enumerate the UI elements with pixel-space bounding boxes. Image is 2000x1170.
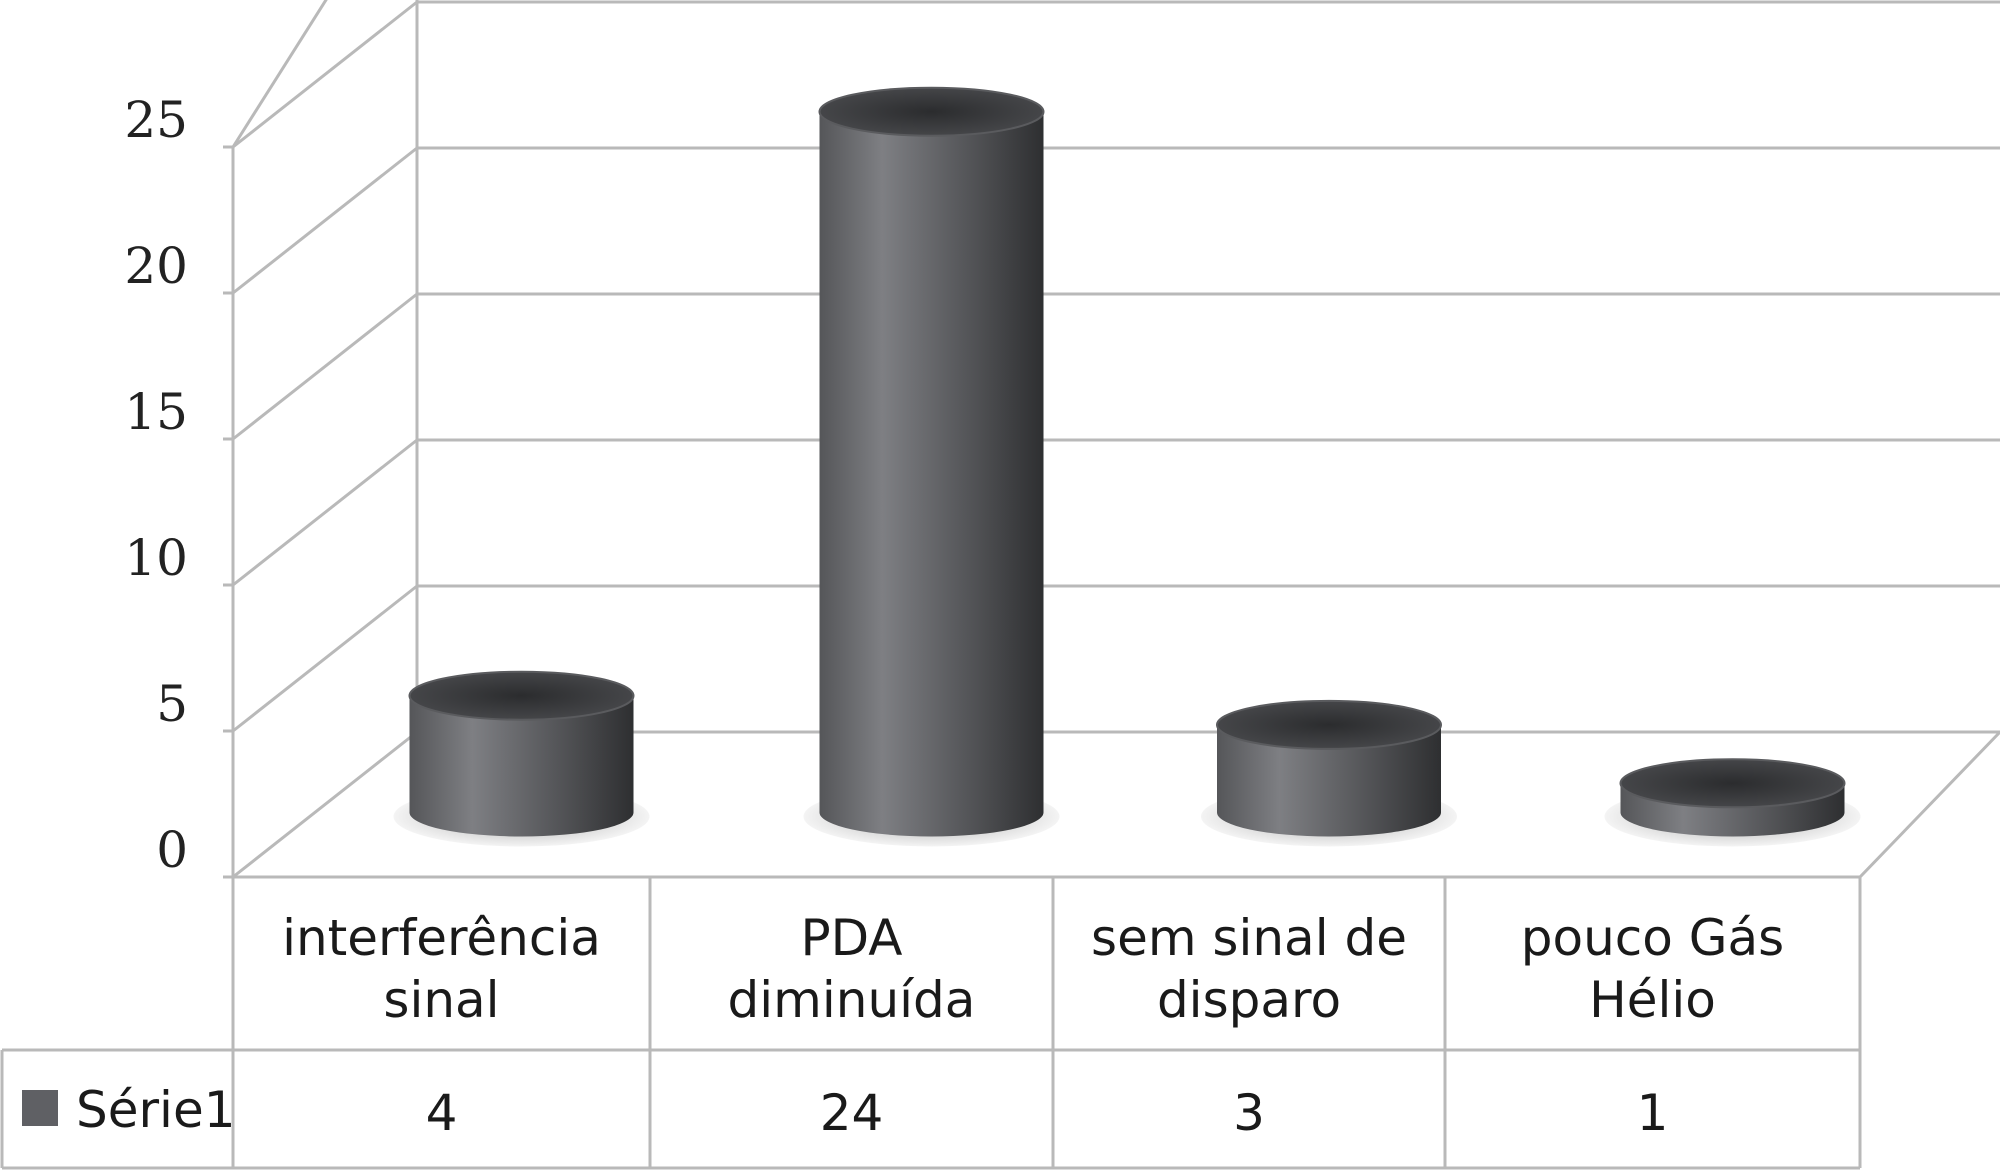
category-label: PDA [801,909,903,967]
category-label: pouco Gás [1521,909,1784,967]
gridline-side [232,292,418,441]
gridline-side [232,0,418,149]
table-value: 1 [1637,1084,1669,1142]
bar [803,86,1060,847]
table-value: 24 [820,1084,884,1142]
y-tick-label: 0 [156,821,188,879]
bar-top [1216,699,1442,750]
legend-label: Série1 [76,1081,236,1139]
category-label: Hélio [1589,971,1716,1029]
bar-body [409,695,634,837]
category-label: sinal [383,971,499,1029]
bars [393,86,1861,847]
gridline-side [232,438,418,587]
category-label: diminuída [728,971,976,1029]
bar-top [1619,758,1846,809]
bar [393,670,650,847]
bar-body [1217,724,1441,837]
gridline-side [232,584,418,733]
bar-top [818,86,1045,137]
category-label: disparo [1157,971,1341,1029]
bar-body [819,111,1044,837]
gridline-side [232,146,418,295]
y-tick-label: 15 [124,383,188,441]
y-tick-label: 25 [124,91,188,149]
y-tick-label: 5 [156,675,188,733]
bar [1201,699,1457,847]
table-value: 3 [1233,1084,1265,1142]
data-table [0,877,1862,1170]
side-wall-top-edge [231,0,328,148]
category-label: sem sinal de [1091,909,1407,967]
gridlines [223,0,2000,879]
bar [1604,758,1861,847]
legend-swatch [22,1090,58,1126]
table-value: 4 [426,1084,458,1142]
y-tick-label: 20 [124,237,188,295]
floor [228,730,2000,879]
y-tick-label: 10 [124,529,188,587]
bar-top [408,670,635,721]
category-label: interferência [282,909,601,967]
